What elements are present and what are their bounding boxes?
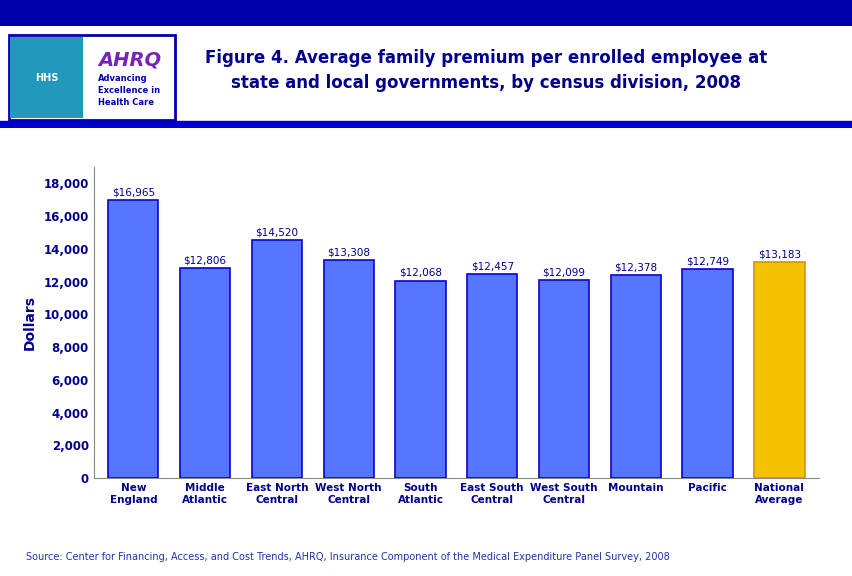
Bar [538,280,589,478]
Text: Figure 4. Average family premium per enrolled employee at: Figure 4. Average family premium per enr… [204,48,767,67]
Bar [108,200,158,478]
Text: Advancing
Excellence in
Health Care: Advancing Excellence in Health Care [98,74,160,107]
Text: $12,099: $12,099 [542,267,584,277]
Text: $12,378: $12,378 [613,263,657,272]
Bar [323,260,373,478]
Bar [753,262,803,478]
Text: $14,520: $14,520 [255,228,298,237]
Bar [610,275,660,478]
Text: $12,749: $12,749 [685,256,728,267]
Bar [394,281,445,478]
Text: Source: Center for Financing, Access, and Cost Trends, AHRQ, Insurance Component: Source: Center for Financing, Access, an… [26,552,669,562]
Y-axis label: Dollars: Dollars [23,295,37,350]
Bar [467,274,517,478]
Text: $12,806: $12,806 [183,256,227,266]
Text: HHS: HHS [35,73,59,83]
Text: $13,183: $13,183 [757,249,800,259]
Bar [682,270,732,478]
Text: $13,308: $13,308 [327,247,370,257]
Bar [251,240,302,478]
Text: $16,965: $16,965 [112,187,155,198]
Text: state and local governments, by census division, 2008: state and local governments, by census d… [231,74,740,92]
Text: $12,068: $12,068 [399,268,441,278]
Text: AHRQ: AHRQ [98,51,161,70]
Bar [180,268,230,478]
Text: $12,457: $12,457 [470,261,513,271]
